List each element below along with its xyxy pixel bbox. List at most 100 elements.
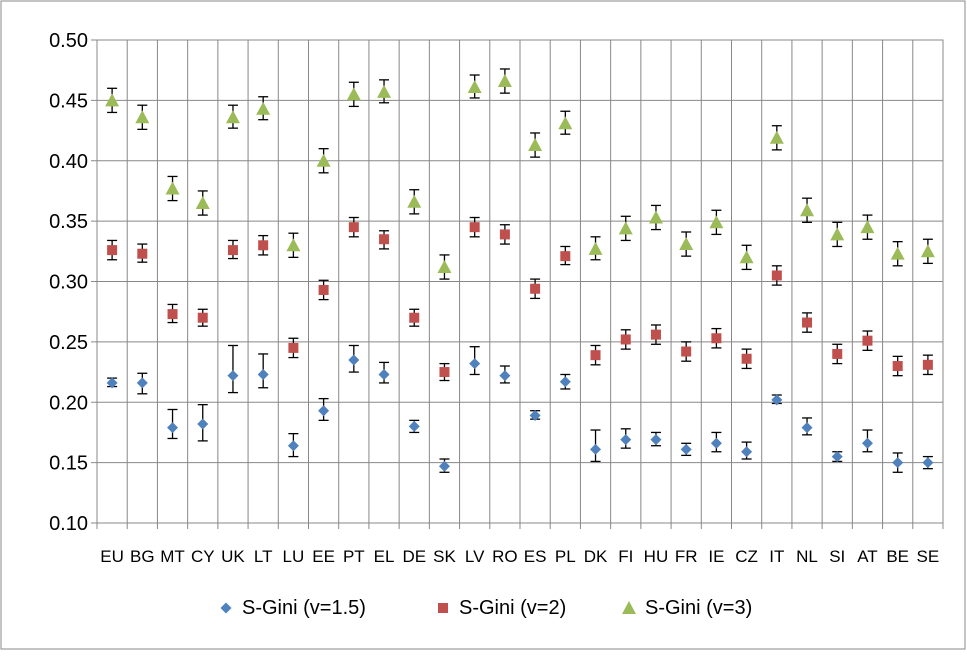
- x-tick-label: IE: [708, 547, 724, 566]
- x-tick-label: EU: [100, 547, 124, 566]
- data-point: [167, 309, 178, 320]
- x-axis: EU BG MT CY UK LT LU EE PT EL DE SK LV RO ES PL DK FI HU FR…: [96, 523, 944, 566]
- data-point: [588, 241, 603, 255]
- data-point: [650, 434, 662, 446]
- x-tick-label: EL: [374, 547, 395, 566]
- y-tick-label: 0.25: [49, 332, 88, 354]
- data-point: [197, 312, 208, 323]
- data-point: [497, 74, 512, 88]
- data-point: [922, 359, 933, 370]
- data-point: [288, 342, 299, 353]
- x-tick-label: PL: [555, 547, 576, 566]
- data-point: [892, 457, 904, 469]
- data-point: [286, 238, 301, 252]
- data-point: [167, 422, 179, 434]
- x-tick-label: EE: [312, 547, 335, 566]
- y-tick-label: 0.10: [49, 513, 88, 535]
- data-point: [378, 368, 390, 380]
- x-tick-label: PT: [343, 547, 365, 566]
- data-point: [106, 377, 118, 389]
- y-tick-label: 0.30: [49, 272, 88, 294]
- x-tick-label: RO: [492, 547, 518, 566]
- data-point: [711, 333, 722, 344]
- x-tick-label: LT: [254, 547, 273, 566]
- x-tick-label: NL: [796, 547, 818, 566]
- series-2: [107, 216, 933, 382]
- x-tick-label: FR: [675, 547, 698, 566]
- series-layer: [105, 68, 935, 473]
- x-tick-label: BE: [886, 547, 909, 566]
- data-point: [771, 270, 782, 281]
- data-point: [832, 348, 843, 359]
- x-tick-label: LU: [283, 547, 305, 566]
- x-tick-label: DE: [402, 547, 426, 566]
- data-point: [227, 245, 238, 256]
- data-point: [620, 434, 632, 446]
- data-point: [318, 405, 330, 417]
- data-point: [346, 87, 361, 101]
- y-axis: 0.10 0.15 0.20 0.25 0.30 0.35 0.40 0.45 0.50: [49, 30, 97, 535]
- data-point: [105, 93, 120, 107]
- x-tick-label: DK: [584, 547, 608, 566]
- x-tick-label: IT: [769, 547, 784, 566]
- legend-marker-2: [438, 603, 448, 613]
- y-tick-label: 0.50: [49, 30, 88, 52]
- data-point: [499, 370, 511, 382]
- data-point: [560, 251, 571, 262]
- data-point: [739, 250, 754, 264]
- data-point: [862, 335, 873, 346]
- data-point: [860, 220, 875, 234]
- y-tick-label: 0.15: [49, 453, 88, 475]
- data-point: [257, 368, 269, 380]
- data-point: [227, 370, 239, 382]
- data-point: [469, 222, 480, 233]
- data-point: [650, 329, 661, 340]
- y-tick-label: 0.20: [49, 392, 88, 414]
- data-point: [769, 130, 784, 144]
- y-tick-label: 0.45: [49, 90, 88, 112]
- data-point: [348, 222, 359, 233]
- x-tick-label: HU: [644, 547, 669, 566]
- data-point: [679, 237, 694, 251]
- data-point: [861, 437, 873, 449]
- data-point: [528, 138, 543, 152]
- data-point: [741, 353, 752, 364]
- data-point: [802, 317, 813, 328]
- data-point: [135, 110, 150, 124]
- data-point: [681, 346, 692, 357]
- legend-marker-3: [622, 601, 636, 614]
- data-point: [107, 245, 118, 256]
- data-point: [801, 422, 813, 434]
- x-tick-label: ES: [524, 547, 547, 566]
- data-point: [831, 451, 843, 463]
- data-point: [892, 361, 903, 372]
- data-point: [529, 410, 541, 422]
- data-point: [409, 312, 420, 323]
- data-point: [137, 248, 148, 259]
- data-point: [469, 358, 481, 370]
- data-point: [771, 394, 783, 406]
- series-1: [106, 344, 934, 473]
- x-tick-label: FI: [618, 547, 633, 566]
- data-point: [620, 334, 631, 345]
- data-point: [165, 181, 180, 195]
- x-tick-label: SK: [433, 547, 456, 566]
- y-tick-label: 0.40: [49, 151, 88, 173]
- legend: S-Gini (v=1.5) S-Gini (v=2) S-Gini (v=3): [220, 597, 752, 619]
- data-point: [408, 420, 420, 432]
- data-point: [710, 437, 722, 449]
- data-point: [800, 203, 815, 217]
- data-point: [558, 116, 573, 130]
- data-point: [920, 244, 935, 258]
- data-point: [741, 446, 753, 458]
- data-point: [590, 350, 601, 361]
- x-tick-label: AT: [857, 547, 877, 566]
- x-tick-label: BG: [130, 547, 155, 566]
- data-point: [377, 84, 392, 98]
- data-point: [890, 246, 905, 260]
- grid-lines: [97, 40, 943, 523]
- data-point: [438, 460, 450, 472]
- legend-marker-1: [220, 602, 232, 614]
- data-point: [559, 376, 571, 388]
- data-point: [256, 101, 271, 115]
